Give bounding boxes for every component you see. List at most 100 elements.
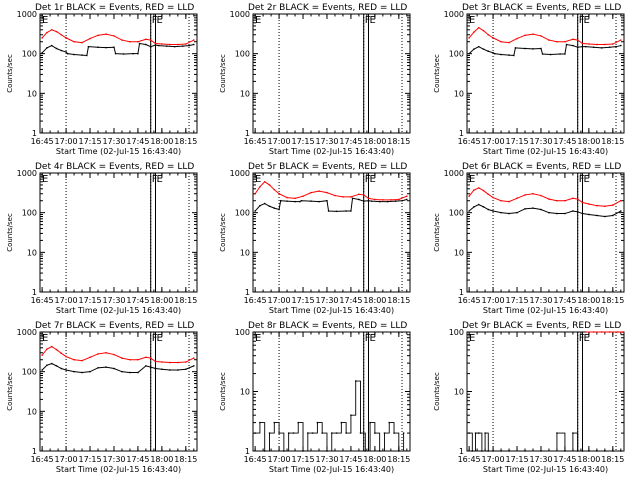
- marker-f: F: [579, 174, 585, 185]
- data-point: [137, 52, 139, 55]
- data-point: [608, 331, 611, 333]
- marker-e-start: E: [42, 15, 48, 26]
- data-point: [129, 371, 131, 374]
- data-point: [367, 197, 370, 200]
- panel-title: Det 2r BLACK = Events, RED = LLD: [248, 3, 407, 13]
- data-point: [471, 450, 474, 452]
- data-point: [73, 41, 75, 43]
- data-point: [137, 41, 139, 43]
- data-point: [383, 432, 386, 434]
- data-point: [482, 189, 485, 192]
- y-axis-label: Counts/sec: [219, 213, 227, 252]
- marker-f: F: [152, 174, 158, 185]
- data-point: [149, 39, 152, 41]
- data-point: [564, 200, 566, 202]
- data-point: [302, 195, 304, 197]
- data-point: [326, 200, 328, 202]
- data-point: [292, 432, 295, 434]
- x-tick-label: 17:45: [126, 455, 149, 464]
- data-point: [311, 432, 314, 434]
- plot-frame: [466, 172, 625, 293]
- data-point: [334, 194, 336, 197]
- data-point: [556, 200, 558, 202]
- data-point: [374, 432, 376, 434]
- data-point: [177, 369, 179, 371]
- y-tick-label: 1000: [444, 169, 464, 178]
- marker-e-start: E: [255, 15, 261, 26]
- panel-title: Det 8r BLACK = Events, RED = LLD: [248, 321, 407, 331]
- y-tick-label: 1000: [17, 328, 37, 337]
- data-point: [548, 39, 550, 41]
- data-point: [596, 450, 598, 452]
- data-point: [532, 33, 534, 35]
- data-point: [41, 37, 43, 39]
- data-point: [564, 41, 566, 43]
- y-tick-label: 1: [459, 129, 464, 138]
- x-axis-label: Start Time (02-Jul-15 16:43:40): [269, 306, 394, 315]
- data-point: [482, 206, 485, 208]
- y-tick-label: 1: [32, 288, 37, 297]
- y-tick-label: 1: [32, 447, 37, 456]
- series-lld: [41, 29, 195, 46]
- data-point: [65, 51, 67, 53]
- data-point: [394, 200, 397, 202]
- data-point: [87, 45, 90, 48]
- data-point: [268, 205, 271, 207]
- data-point: [556, 41, 558, 43]
- y-tick-label: 1000: [17, 169, 37, 178]
- data-point: [60, 34, 62, 36]
- y-tick-label: 100: [235, 328, 250, 337]
- data-point: [193, 39, 195, 41]
- data-point: [264, 181, 266, 183]
- x-tick-label: 17:15: [505, 137, 528, 146]
- y-tick-label: 10: [454, 388, 464, 397]
- data-point: [492, 450, 494, 452]
- data-point: [89, 370, 91, 373]
- series-events: [41, 363, 195, 374]
- marker-e: E: [369, 174, 375, 185]
- x-axis-label: Start Time (02-Jul-15 16:43:40): [56, 306, 181, 315]
- data-point: [540, 450, 542, 452]
- y-tick-label: 1000: [230, 10, 250, 19]
- y-axis-label: Counts/sec: [433, 372, 441, 411]
- data-point: [572, 197, 574, 200]
- data-point: [345, 210, 347, 212]
- y-tick-label: 1: [459, 447, 464, 456]
- x-tick-label: 17:00: [268, 137, 291, 146]
- data-point: [259, 204, 261, 207]
- marker-f: F: [152, 333, 158, 344]
- data-point: [145, 365, 147, 367]
- panel-title: Det 6r BLACK = Events, RED = LLD: [462, 162, 621, 172]
- data-point: [273, 188, 275, 191]
- panel-3: Det 3r BLACK = Events, RED = LLD 1 10 100 10…: [433, 3, 625, 156]
- data-point: [508, 212, 510, 215]
- x-tick-label: 17:45: [339, 455, 362, 464]
- data-point: [161, 43, 163, 45]
- data-point: [524, 208, 526, 210]
- data-point: [41, 52, 43, 54]
- x-tick-label: 18:00: [577, 137, 600, 146]
- data-point: [154, 44, 157, 46]
- data-point: [508, 200, 510, 203]
- plot-frame: [252, 13, 411, 134]
- data-point: [468, 432, 470, 434]
- panel-title: Det 1r BLACK = Events, RED = LLD: [35, 3, 194, 13]
- data-point: [612, 450, 614, 452]
- x-tick-label: 17:30: [529, 455, 552, 464]
- panel-title: Det 9r BLACK = Events, RED = LLD: [462, 321, 621, 331]
- data-point: [294, 200, 296, 203]
- data-point: [492, 52, 494, 54]
- y-tick-label: 1: [245, 447, 250, 456]
- data-point: [508, 450, 510, 452]
- x-tick-label: 18:15: [174, 455, 197, 464]
- y-axis-label: Counts/sec: [6, 213, 14, 252]
- data-point: [254, 193, 256, 195]
- data-point: [468, 52, 470, 55]
- data-point: [264, 450, 266, 452]
- data-point: [473, 48, 475, 50]
- series-events: [468, 204, 622, 218]
- data-point: [97, 367, 99, 369]
- x-tick-label: 17:45: [553, 455, 576, 464]
- data-point: [121, 357, 123, 359]
